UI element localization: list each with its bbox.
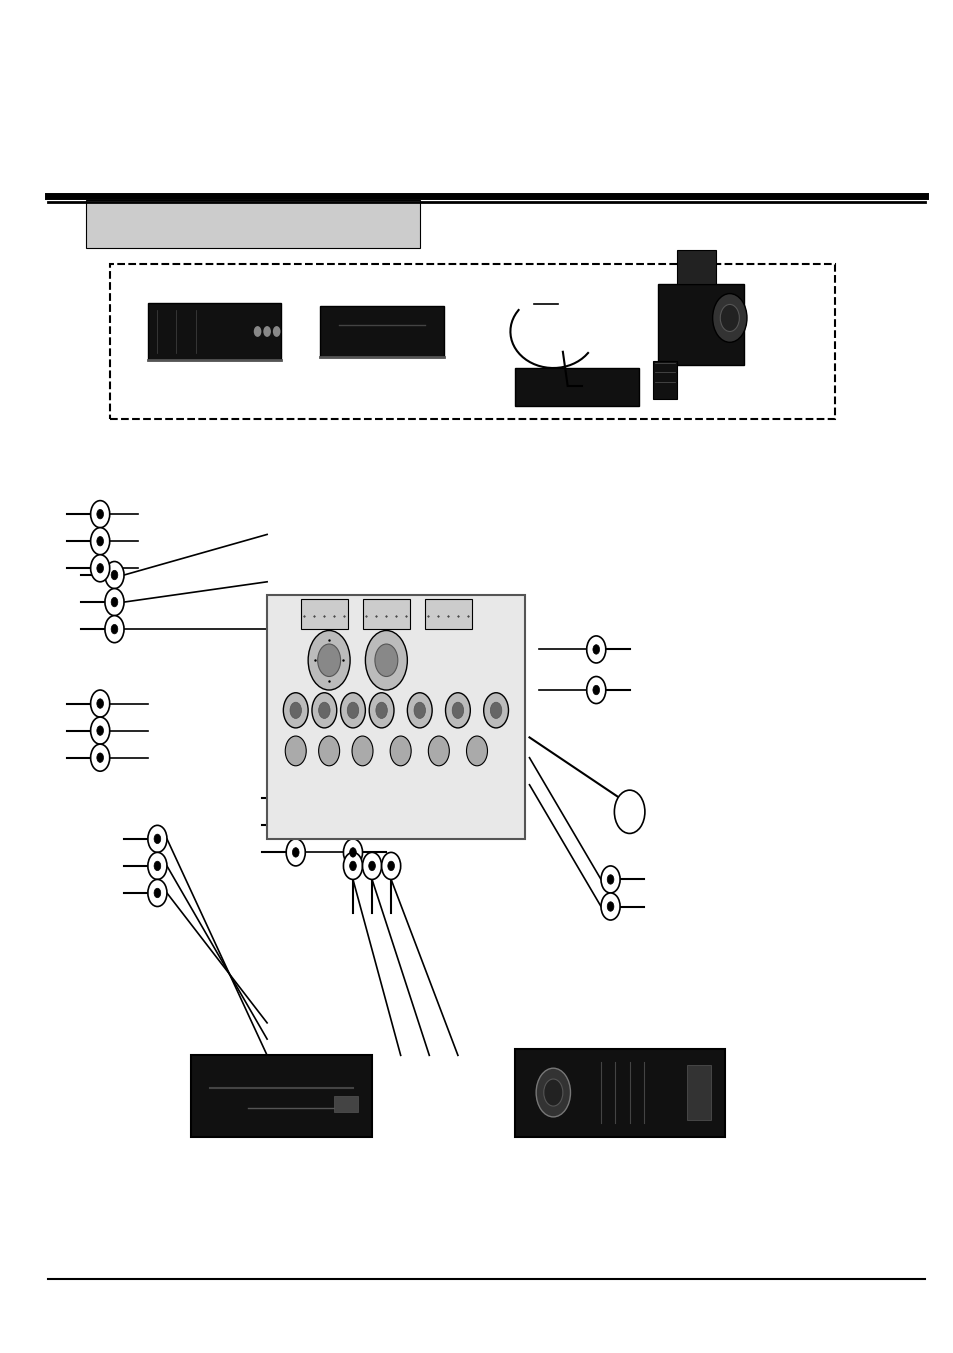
Circle shape bbox=[318, 736, 339, 766]
Circle shape bbox=[286, 839, 305, 866]
Circle shape bbox=[362, 852, 381, 879]
Circle shape bbox=[154, 889, 160, 898]
Circle shape bbox=[387, 862, 394, 871]
Circle shape bbox=[606, 902, 614, 912]
Circle shape bbox=[91, 555, 110, 582]
Circle shape bbox=[340, 693, 365, 728]
Circle shape bbox=[592, 644, 598, 655]
Circle shape bbox=[349, 862, 356, 871]
Circle shape bbox=[286, 812, 305, 839]
Circle shape bbox=[91, 528, 110, 555]
Bar bbox=[515, 368, 639, 406]
Circle shape bbox=[483, 693, 508, 728]
Bar bbox=[191, 1055, 372, 1137]
Circle shape bbox=[381, 852, 400, 879]
Circle shape bbox=[375, 644, 397, 676]
Circle shape bbox=[343, 785, 362, 812]
Bar bbox=[148, 303, 281, 360]
Circle shape bbox=[407, 693, 432, 728]
Circle shape bbox=[543, 1080, 562, 1107]
Circle shape bbox=[466, 736, 487, 766]
Circle shape bbox=[273, 326, 280, 337]
Circle shape bbox=[365, 630, 407, 690]
Circle shape bbox=[586, 676, 605, 704]
Circle shape bbox=[97, 510, 104, 520]
Circle shape bbox=[97, 564, 104, 574]
Circle shape bbox=[592, 686, 598, 695]
Circle shape bbox=[428, 736, 449, 766]
Circle shape bbox=[586, 636, 605, 663]
Bar bbox=[319, 306, 443, 357]
Bar bbox=[515, 1049, 724, 1137]
Circle shape bbox=[349, 820, 356, 831]
Circle shape bbox=[414, 702, 425, 718]
Circle shape bbox=[390, 736, 411, 766]
Circle shape bbox=[312, 693, 336, 728]
Circle shape bbox=[154, 862, 160, 871]
Bar bbox=[362, 599, 410, 629]
Circle shape bbox=[712, 294, 746, 342]
Bar bbox=[300, 599, 348, 629]
Circle shape bbox=[97, 537, 104, 547]
Circle shape bbox=[292, 847, 298, 858]
Circle shape bbox=[368, 862, 375, 871]
Circle shape bbox=[105, 561, 124, 589]
Circle shape bbox=[536, 1069, 570, 1118]
Circle shape bbox=[343, 812, 362, 839]
Circle shape bbox=[614, 790, 644, 833]
Circle shape bbox=[253, 326, 261, 337]
Circle shape bbox=[317, 644, 340, 676]
Circle shape bbox=[343, 852, 362, 879]
Bar bbox=[653, 361, 677, 399]
Bar bbox=[686, 1065, 710, 1120]
Circle shape bbox=[349, 847, 356, 858]
Circle shape bbox=[148, 852, 167, 879]
Circle shape bbox=[720, 304, 739, 331]
Bar bbox=[110, 264, 834, 419]
Circle shape bbox=[292, 820, 298, 831]
Bar bbox=[267, 595, 524, 839]
Circle shape bbox=[352, 736, 373, 766]
Circle shape bbox=[263, 326, 271, 337]
Circle shape bbox=[283, 693, 308, 728]
Circle shape bbox=[91, 717, 110, 744]
Circle shape bbox=[154, 833, 160, 844]
Circle shape bbox=[369, 693, 394, 728]
Circle shape bbox=[97, 752, 104, 763]
Circle shape bbox=[91, 690, 110, 717]
Bar bbox=[658, 284, 743, 365]
Bar bbox=[677, 250, 715, 284]
Bar bbox=[424, 599, 472, 629]
Bar bbox=[86, 200, 419, 248]
Circle shape bbox=[308, 630, 350, 690]
Circle shape bbox=[375, 702, 387, 718]
Circle shape bbox=[111, 625, 118, 633]
Circle shape bbox=[148, 879, 167, 907]
Circle shape bbox=[490, 702, 501, 718]
Circle shape bbox=[343, 839, 362, 866]
Circle shape bbox=[105, 589, 124, 616]
Circle shape bbox=[97, 727, 104, 736]
Circle shape bbox=[600, 893, 619, 920]
Circle shape bbox=[347, 702, 358, 718]
Circle shape bbox=[91, 501, 110, 528]
Circle shape bbox=[111, 571, 118, 580]
Circle shape bbox=[318, 702, 330, 718]
Circle shape bbox=[97, 700, 104, 709]
Circle shape bbox=[105, 616, 124, 643]
Circle shape bbox=[606, 875, 614, 885]
Circle shape bbox=[445, 693, 470, 728]
Circle shape bbox=[290, 702, 301, 718]
Circle shape bbox=[600, 866, 619, 893]
Bar bbox=[334, 1096, 357, 1112]
Circle shape bbox=[111, 598, 118, 606]
Circle shape bbox=[285, 736, 306, 766]
Circle shape bbox=[148, 825, 167, 852]
Circle shape bbox=[286, 785, 305, 812]
Circle shape bbox=[91, 744, 110, 771]
Circle shape bbox=[292, 793, 298, 804]
Circle shape bbox=[452, 702, 463, 718]
Circle shape bbox=[349, 793, 356, 804]
